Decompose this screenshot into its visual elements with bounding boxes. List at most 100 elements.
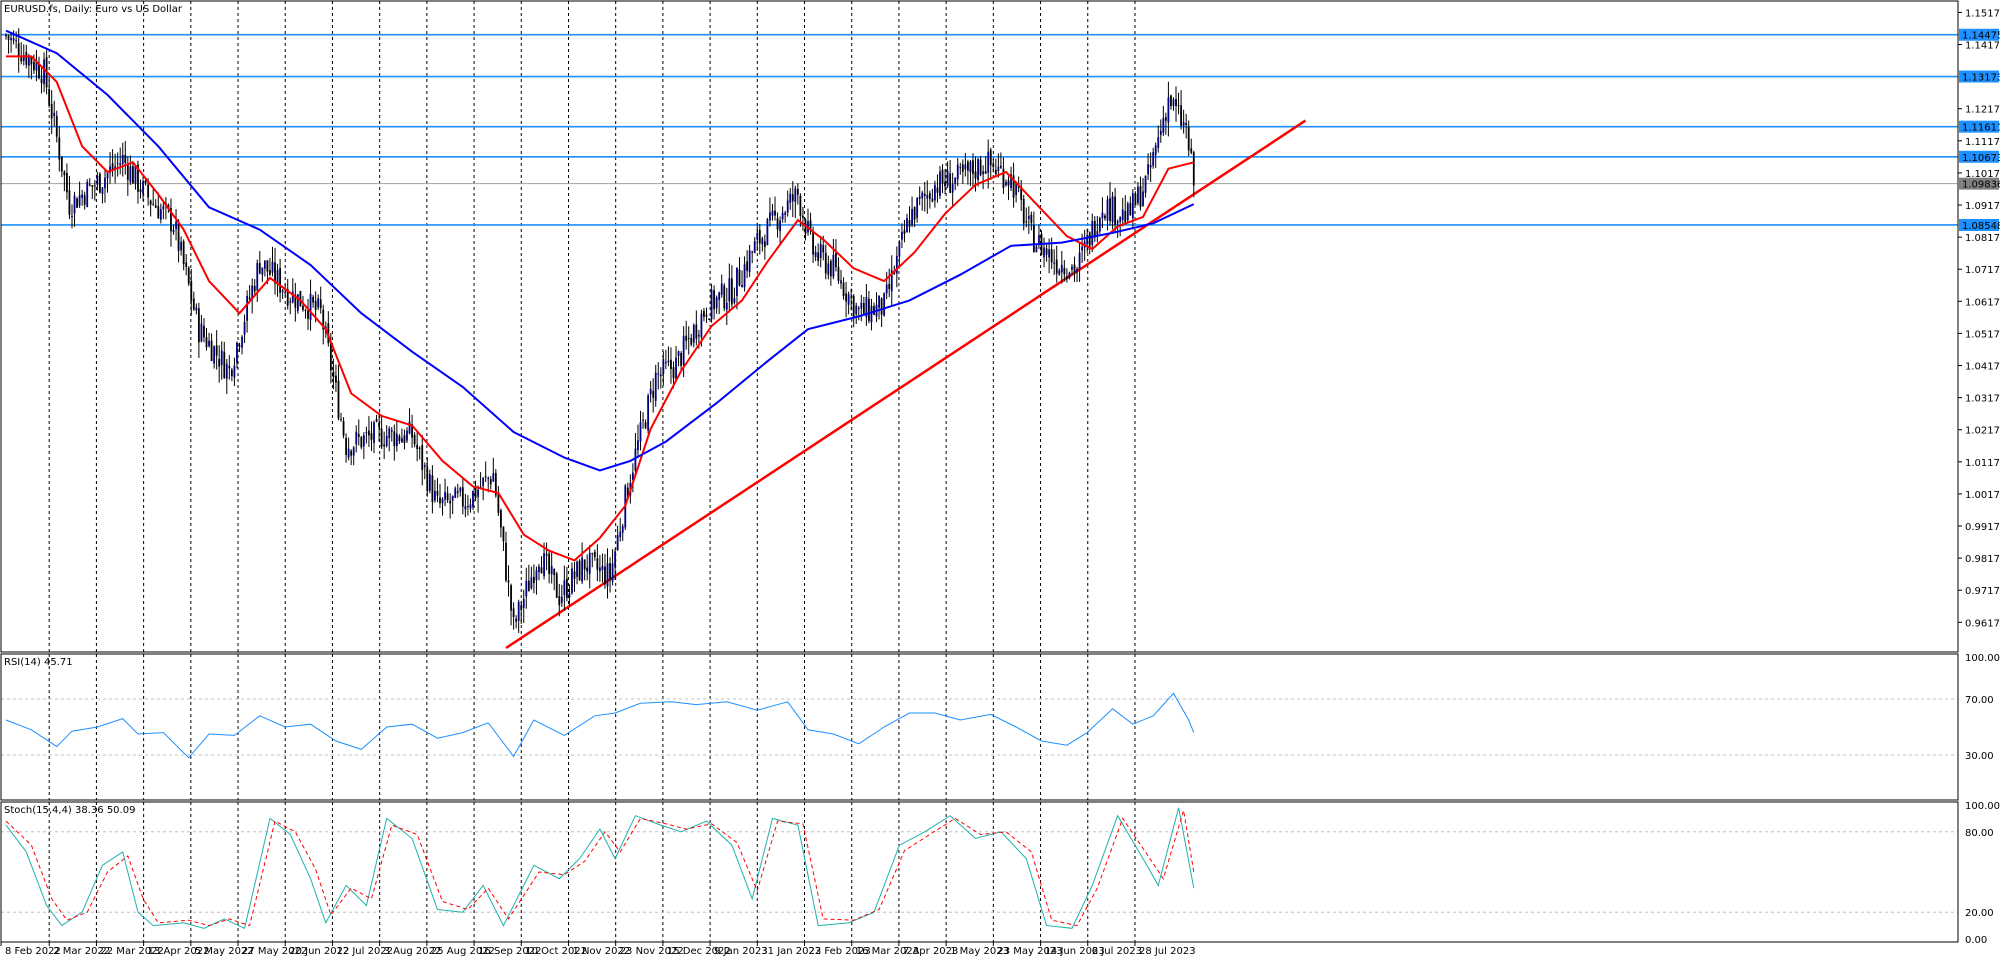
time-tick-label: 8 Feb 2022	[5, 946, 61, 957]
time-tick-label: 15 Dec 2022	[667, 946, 731, 957]
time-tick-label: 5 May 2022	[195, 946, 254, 957]
bull-candle-body	[213, 346, 216, 364]
bear-candle-body	[258, 263, 261, 274]
bear-candle-body	[228, 366, 231, 369]
bear-candle-body	[845, 293, 847, 302]
bull-candle-body	[1147, 164, 1149, 175]
price-axis: 1.15170 1.14170 1.12170 1.11170 1.10170 1.091…	[1957, 1, 2000, 652]
bull-candle-body	[1162, 117, 1165, 133]
bear-candle-body	[999, 165, 1002, 168]
bear-candle-body	[888, 284, 891, 289]
bear-candle-body	[835, 253, 837, 268]
bear-candle-body	[687, 338, 690, 340]
bull-candle-body	[588, 552, 591, 574]
bull-candle-body	[606, 563, 609, 587]
bull-candle-body	[1137, 186, 1139, 204]
bull-candle-body	[794, 188, 797, 203]
bear-candle-body	[93, 185, 96, 187]
bull-candle-body	[482, 477, 485, 487]
bear-candle-body	[1177, 105, 1180, 107]
bull-candle-body	[408, 421, 411, 434]
bear-candle-body	[1164, 117, 1167, 121]
bull-candle-body	[241, 336, 243, 348]
bull-candle-body	[563, 580, 566, 596]
bear-candle-body	[1124, 210, 1127, 223]
rsi-levels	[1, 698, 1958, 756]
bull-candle-body	[1068, 272, 1071, 278]
bull-candle-body	[1005, 182, 1007, 186]
bear-candle-body	[177, 221, 180, 251]
bear-candle-body	[329, 341, 332, 371]
bull-candle-body	[1152, 152, 1155, 166]
bull-candle-body	[1071, 266, 1073, 270]
bull-candle-body	[121, 154, 124, 164]
bear-candle-body	[403, 435, 406, 444]
stoch-axis: 100.00 80.00 20.00 0.00	[1957, 801, 2000, 946]
bull-candle-body	[423, 465, 426, 468]
level-price-tag	[1959, 120, 1999, 133]
bull-candle-body	[895, 256, 898, 274]
bear-candle-body	[604, 566, 606, 585]
bull-candle-body	[827, 263, 830, 275]
candles	[5, 28, 1195, 633]
bear-candle-body	[314, 300, 317, 310]
bear-candle-body	[941, 169, 944, 184]
bear-candle-body	[248, 297, 251, 300]
bull-candle-body	[535, 570, 538, 581]
bull-candle-body	[1027, 215, 1030, 220]
trendline[interactable]	[505, 119, 1307, 650]
trendline-group[interactable]	[505, 119, 1307, 650]
bear-candle-body	[197, 308, 200, 343]
bear-candle-body	[774, 210, 776, 216]
bull-candle-body	[814, 251, 817, 257]
bear-candle-body	[375, 419, 378, 422]
rsi-tick-label: 70.00	[1965, 695, 1994, 706]
bull-candle-body	[1101, 212, 1104, 218]
level-price-label: 1.10673	[1962, 153, 2000, 164]
bull-candle-body	[1060, 264, 1063, 273]
bear-candle-body	[713, 290, 716, 310]
bear-candle-body	[520, 605, 523, 611]
bear-candle-body	[670, 359, 672, 370]
bull-candle-body	[855, 305, 858, 315]
bull-candle-body	[464, 506, 467, 510]
bear-candle-body	[279, 268, 282, 293]
bull-candle-body	[428, 474, 431, 491]
bull-candle-body	[741, 285, 743, 288]
bear-candle-body	[822, 245, 825, 253]
bull-candle-body	[347, 448, 350, 458]
time-tick-label: 14 Jun 2023	[1045, 946, 1105, 957]
time-tick-label: 28 Jul 2023	[1139, 946, 1196, 957]
bear-candle-body	[350, 450, 353, 456]
bull-candle-body	[522, 598, 525, 608]
bear-candle-body	[1073, 264, 1076, 273]
bear-candle-body	[979, 159, 982, 176]
bear-candle-body	[322, 309, 325, 330]
bear-candle-body	[398, 436, 401, 442]
bear-candle-body	[393, 431, 396, 447]
bull-candle-body	[956, 164, 959, 180]
bear-candle-body	[25, 51, 28, 65]
bear-candle-body	[1129, 202, 1132, 215]
bull-candle-body	[517, 602, 520, 621]
bull-candle-body	[710, 289, 713, 320]
bull-candle-body	[22, 55, 25, 61]
bull-candle-body	[568, 593, 571, 598]
bear-candle-body	[586, 567, 589, 572]
bear-candle-body	[1185, 123, 1188, 126]
bear-candle-body	[565, 578, 568, 598]
bull-candle-body	[352, 447, 355, 456]
bull-candle-body	[733, 298, 736, 303]
bear-candle-body	[149, 200, 152, 205]
bull-candle-body	[1010, 174, 1012, 189]
bear-candle-body	[527, 580, 530, 592]
bull-candle-body	[1154, 145, 1157, 156]
bull-candle-body	[743, 264, 746, 288]
bull-candle-body	[385, 436, 388, 446]
symbol-title: EURUSD.fs, Daily: Euro vs US Dollar	[4, 4, 183, 15]
bear-candle-body	[799, 195, 802, 217]
bear-candle-body	[137, 164, 139, 192]
bull-candle-body	[634, 448, 637, 471]
bull-candle-body	[291, 291, 294, 303]
